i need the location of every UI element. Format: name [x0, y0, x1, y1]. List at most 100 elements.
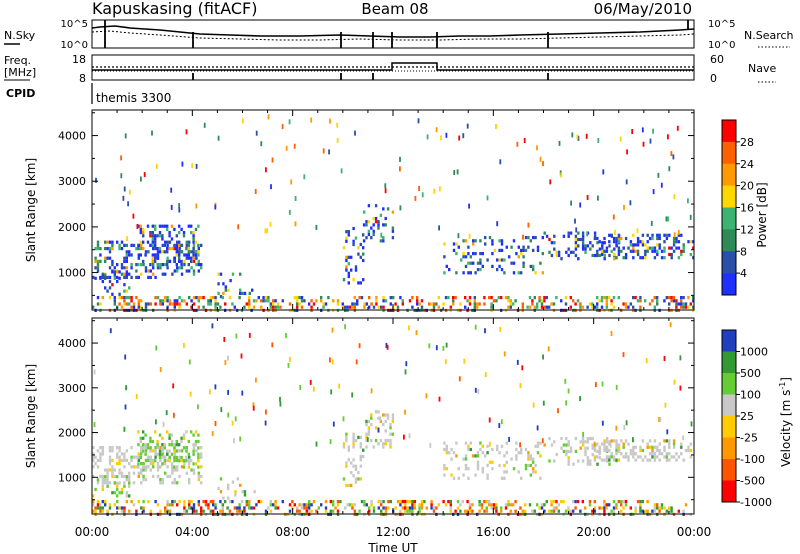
ground-scatter-cell: [248, 299, 251, 303]
ground-scatter-cell: [356, 302, 359, 306]
isolated-echo: [623, 425, 626, 431]
ground-scatter-cell: [504, 503, 508, 507]
ground-scatter-cell: [495, 503, 498, 507]
scatter-cell: [180, 250, 183, 254]
isolated-echo: [289, 356, 291, 362]
scatter-cell: [450, 457, 453, 461]
scatter-cell: [96, 266, 100, 270]
isolated-echo: [185, 129, 188, 135]
isolated-echo: [658, 417, 660, 422]
scatter-cell: [627, 458, 630, 462]
scatter-cell: [644, 455, 647, 459]
scatter-cell: [448, 268, 451, 272]
scatter-cell: [241, 490, 244, 494]
ground-scatter-cell: [603, 503, 606, 507]
ground-scatter-cell: [444, 296, 448, 300]
scatter-cell: [464, 264, 468, 268]
scatter-cell: [498, 239, 501, 243]
scatter-cell: [128, 494, 131, 498]
ground-scatter-cell: [310, 509, 313, 513]
ground-scatter-cell: [298, 509, 301, 513]
ground-scatter-cell: [617, 500, 620, 504]
scatter-cell: [670, 256, 673, 260]
ground-scatter-cell: [435, 506, 438, 510]
nsearch-label: N.Search: [744, 29, 794, 42]
scatter-cell: [532, 248, 535, 252]
ground-scatter-cell: [243, 509, 246, 513]
power-ylabel: Slant Range [km]: [24, 158, 38, 262]
isolated-echo: [659, 417, 662, 423]
ground-scatter-cell: [269, 509, 272, 513]
scatter-cell: [176, 266, 179, 270]
ground-scatter-cell: [411, 500, 414, 504]
scatter-cell: [481, 467, 484, 471]
ground-scatter-cell: [207, 506, 210, 510]
ground-scatter-cell: [327, 296, 330, 300]
scatter-cell: [151, 243, 154, 247]
date-label: 06/May/2010: [594, 0, 692, 18]
scatter-cell: [156, 256, 159, 260]
ground-scatter-cell: [675, 305, 678, 309]
ground-scatter-cell: [540, 506, 544, 510]
scatter-cell: [605, 459, 609, 463]
ground-scatter-cell: [269, 305, 272, 309]
ground-scatter-cell: [612, 305, 616, 309]
scatter-cell: [118, 449, 121, 453]
scatter-cell: [101, 279, 104, 284]
scatter-cell: [457, 476, 460, 480]
ground-scatter-cell: [682, 305, 685, 309]
ground-scatter-cell: [212, 296, 215, 300]
ground-scatter-cell: [629, 302, 632, 306]
scatter-cell: [374, 216, 378, 221]
scatter-cell: [106, 471, 109, 475]
ground-scatter-cell: [296, 305, 299, 309]
isolated-echo: [488, 417, 491, 423]
scatter-cell: [345, 258, 348, 263]
scatter-cell: [151, 253, 154, 257]
scatter-cell: [520, 271, 523, 275]
colorbar-tick-label: 8: [740, 245, 747, 258]
isolated-echo: [614, 229, 616, 235]
ground-scatter-cell: [101, 506, 104, 510]
scatter-cell: [156, 266, 160, 270]
ground-scatter-cell: [209, 299, 212, 303]
scatter-cell: [515, 252, 518, 256]
ground-scatter-cell: [200, 506, 203, 510]
scatter-cell: [581, 237, 585, 242]
isolated-echo: [162, 421, 165, 427]
ground-scatter-cell: [555, 296, 558, 300]
ground-scatter-cell: [228, 509, 232, 513]
isolated-echo: [585, 133, 588, 139]
ground-scatter-cell: [166, 503, 169, 507]
ground-scatter-cell: [123, 299, 126, 303]
ground-scatter-cell: [272, 299, 275, 303]
scatter-cell: [354, 236, 358, 240]
scatter-cell: [539, 476, 542, 480]
ground-scatter-cell: [252, 305, 256, 309]
isolated-echo: [386, 344, 389, 350]
ground-scatter-cell: [255, 299, 258, 303]
scatter-cell: [137, 224, 140, 228]
ground-scatter-cell: [178, 500, 181, 504]
scatter-cell: [149, 439, 152, 444]
isolated-echo: [542, 354, 544, 360]
scatter-cell: [123, 465, 126, 469]
scatter-cell: [660, 452, 664, 456]
scatter-cell: [164, 272, 167, 276]
ground-scatter-cell: [670, 506, 673, 510]
ground-scatter-cell: [524, 509, 527, 513]
scatter-cell: [217, 282, 220, 286]
isolated-echo: [126, 236, 128, 242]
scatter-cell: [481, 451, 484, 455]
isolated-echo: [601, 381, 604, 387]
scatter-cell: [472, 239, 475, 243]
scatter-cell: [342, 477, 346, 481]
scatter-cell: [125, 243, 128, 247]
scatter-cell: [365, 220, 368, 224]
scatter-cell: [517, 245, 520, 249]
isolated-echo: [547, 346, 550, 352]
isolated-echo: [486, 195, 489, 201]
scatter-cell: [161, 452, 164, 456]
ground-scatter-cell: [588, 503, 592, 507]
scatter-cell: [195, 263, 198, 267]
